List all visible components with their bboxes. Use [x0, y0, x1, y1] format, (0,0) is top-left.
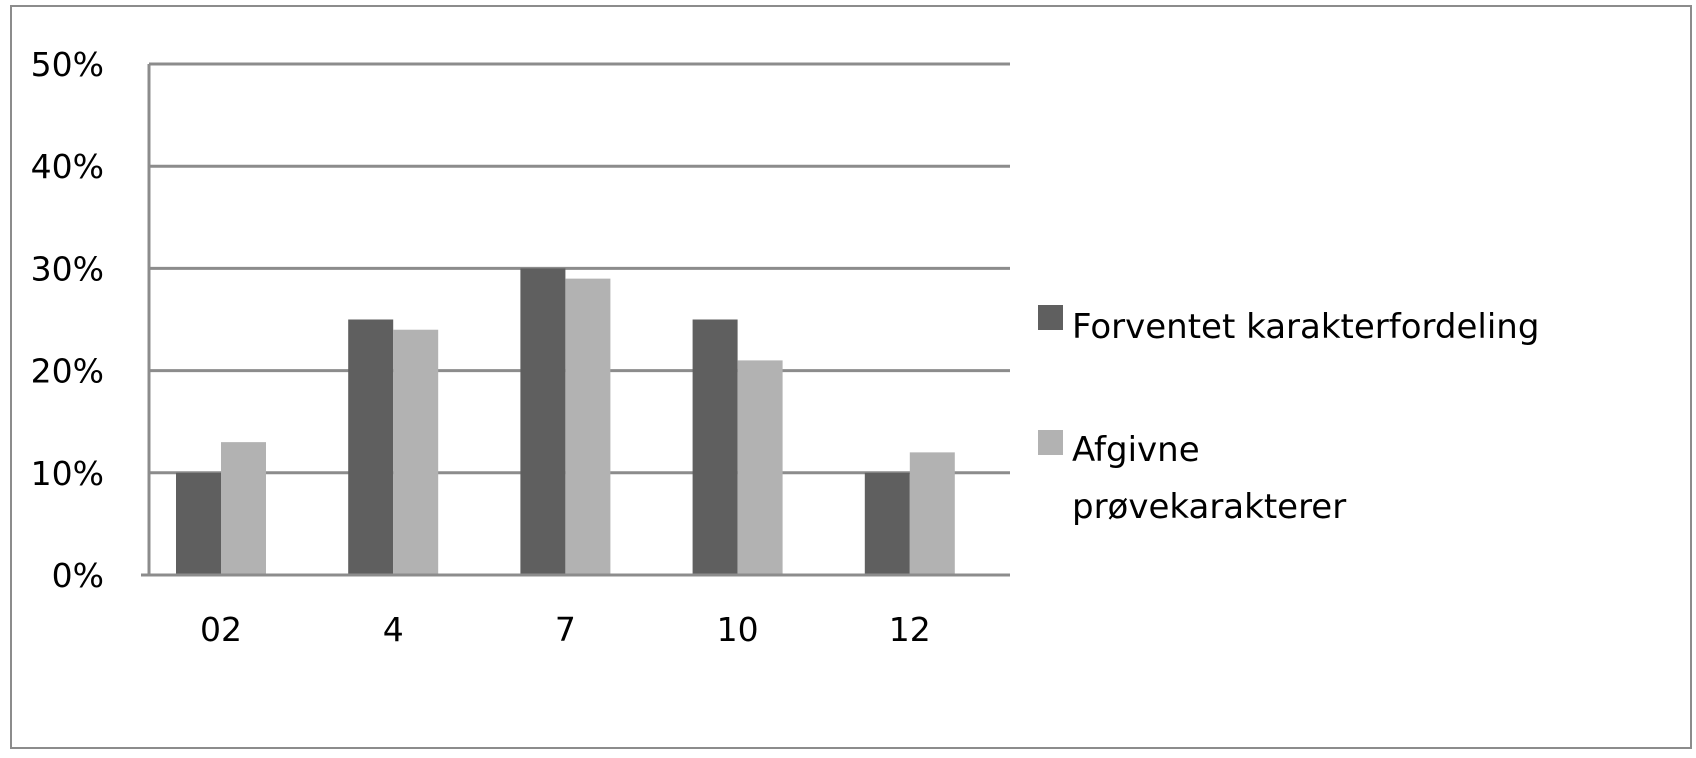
- x-tick-label: 4: [383, 610, 404, 649]
- y-tick-label: 40%: [31, 147, 104, 186]
- y-tick-label: 30%: [31, 249, 104, 288]
- y-tick-label: 50%: [31, 45, 104, 84]
- chart-frame: 0% 10% 20% 30% 40% 50% 02 4 7 10 12 Forventet kar…: [10, 5, 1692, 749]
- x-tick-label: 10: [717, 610, 759, 649]
- legend-swatch-afgivne: [1038, 430, 1063, 455]
- bar-forventet-10: [692, 319, 738, 575]
- bar-afgivne-10: [737, 360, 783, 575]
- x-tick-labels: 02 4 7 10 12: [200, 610, 931, 649]
- bar-chart: 0% 10% 20% 30% 40% 50% 02 4 7 10 12 Forventet kar…: [31, 45, 1540, 649]
- x-tick-label: 12: [889, 610, 931, 649]
- bar-afgivne-4: [393, 329, 439, 575]
- y-tick-label: 10%: [31, 454, 104, 493]
- bar-forventet-12: [864, 472, 910, 575]
- bar-afgivne-7: [565, 278, 611, 575]
- bars: [176, 268, 955, 575]
- bar-afgivne-12: [909, 452, 955, 575]
- y-tick-labels: 0% 10% 20% 30% 40% 50%: [31, 45, 104, 595]
- bar-forventet-02: [176, 472, 221, 575]
- bar-afgivne-02: [221, 442, 266, 575]
- legend-label: Forventet karakterfordeling: [1072, 307, 1539, 347]
- x-tick-label: 7: [555, 610, 576, 649]
- legend-label: prøvekarakterer: [1072, 487, 1346, 527]
- x-tick-label: 02: [200, 610, 242, 649]
- bar-forventet-7: [520, 268, 566, 575]
- bar-forventet-4: [348, 319, 394, 575]
- y-tick-label: 20%: [31, 352, 104, 391]
- legend-swatch-forventet: [1038, 305, 1063, 330]
- legend-label: Afgivne: [1072, 430, 1200, 470]
- y-tick-label: 0%: [52, 556, 104, 595]
- axes: [141, 64, 1010, 577]
- legend: Forventet karakterfordeling Afgivne prøvek…: [1038, 305, 1539, 527]
